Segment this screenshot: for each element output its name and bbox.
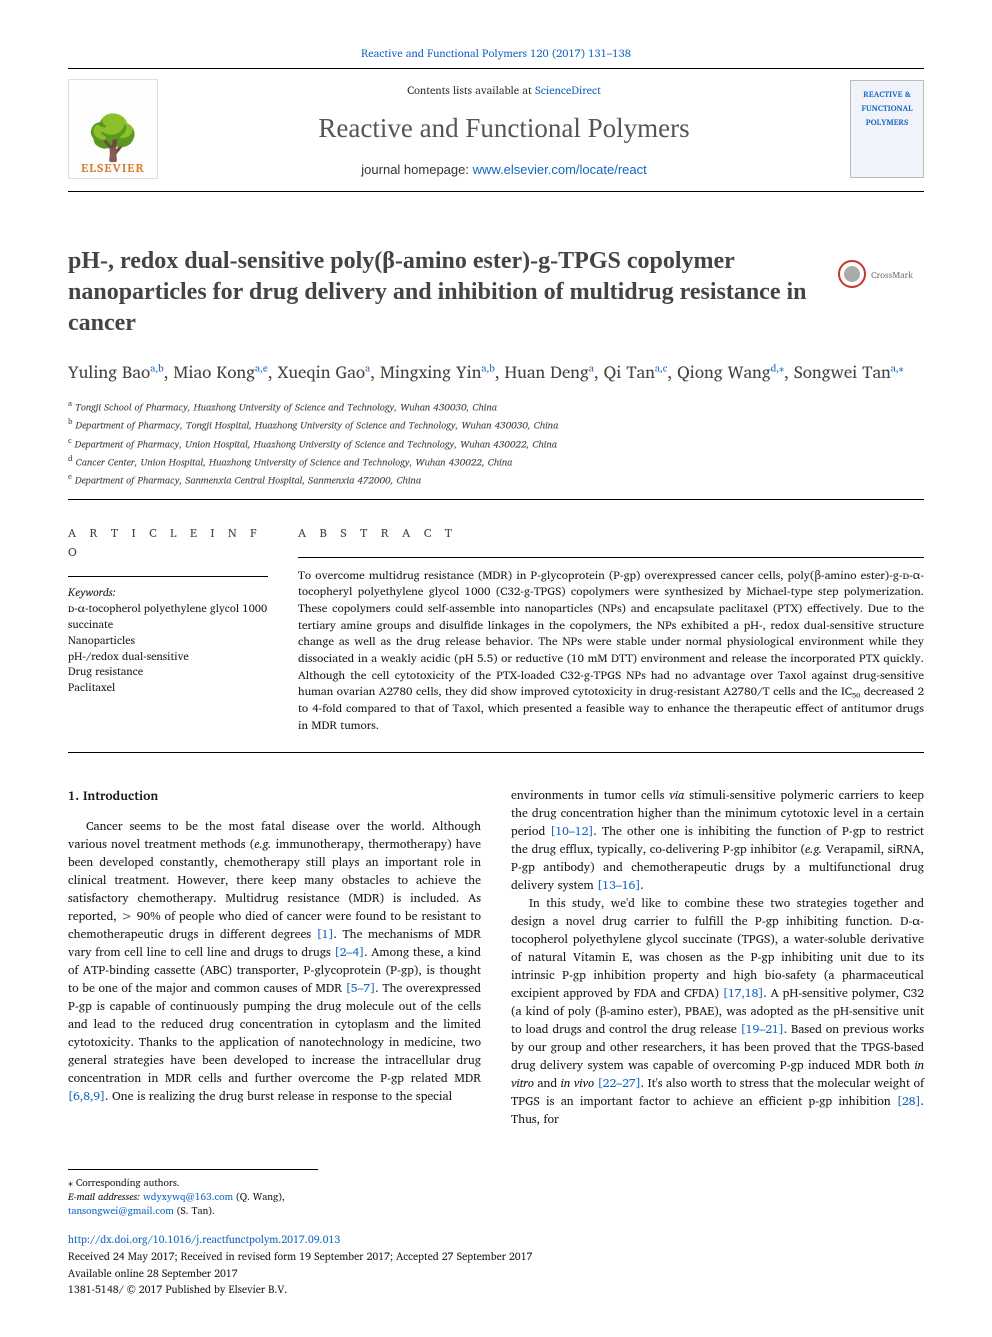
citation-link[interactable]: [2–4] [335,943,365,962]
running-head-link[interactable]: Reactive and Functional Polymers 120 (20… [361,44,631,62]
elsevier-wordmark: ELSEVIER [81,159,145,178]
article-info-heading: A R T I C L E I N F O [68,524,268,562]
footnotes: ⁎ Corresponding authors. E-mail addresse… [68,1169,318,1297]
tree-icon: 🌳 [86,115,141,159]
article-title: pH-, redox dual-sensitive poly(β-amino e… [68,246,814,340]
citation-link[interactable]: [6,8,9] [68,1087,105,1106]
journal-homepage-link[interactable]: www.elsevier.com/locate/react [473,162,647,177]
divider [68,752,924,753]
running-head: Reactive and Functional Polymers 120 (20… [68,44,924,62]
citation-link[interactable]: [1] [317,925,334,944]
citation-link[interactable]: [28] [897,1092,921,1111]
journal-header: 🌳 ELSEVIER Contents lists available at S… [68,68,924,192]
citation-link[interactable]: [5–7] [346,979,376,998]
abstract-text: To overcome multidrug resistance (MDR) i… [298,557,924,735]
citation-link[interactable]: [13–16] [597,876,640,895]
divider [68,499,924,500]
citation-link[interactable]: [19–21] [741,1020,784,1039]
keywords-list: ᴅ-α-tocopherol polyethylene glycol 1000 … [68,601,268,697]
history-available: Available online 28 September 2017 [68,1266,924,1281]
history-received: Received 24 May 2017; Received in revise… [68,1249,924,1264]
abstract-heading: A B S T R A C T [298,524,924,543]
body-paragraph: Cancer seems to be the most fatal diseas… [68,818,481,1106]
keywords-heading: Keywords: [68,583,268,601]
contents-available-line: Contents lists available at ScienceDirec… [168,81,840,99]
email-line: E-mail addresses: wdyxywq@163.com (Q. Wa… [68,1190,318,1218]
body-paragraph: In this study, we'd like to combine thes… [511,895,924,1129]
affiliations: a Tongji School of Pharmacy, Huazhong Un… [68,397,924,489]
sciencedirect-link[interactable]: ScienceDirect [535,81,601,99]
crossmark-icon [838,260,866,288]
elsevier-logo: 🌳 ELSEVIER [68,79,158,179]
article-body: 1. Introduction Cancer seems to be the m… [68,787,924,1129]
citation-link[interactable]: [22–27] [598,1074,641,1093]
section-heading: 1. Introduction [68,787,481,806]
email-link[interactable]: tansongwei@gmail.com [68,1203,174,1219]
journal-cover-thumb: REACTIVE & FUNCTIONAL POLYMERS [850,80,924,178]
copyright-line: 1381-5148/ © 2017 Published by Elsevier … [68,1282,924,1297]
citation-link[interactable]: [10–12] [550,822,593,841]
author-list: Yuling Baoa,b, Miao Konga,e, Xueqin Gaoa… [68,360,924,386]
citation-link[interactable]: [17,18] [723,984,764,1003]
body-paragraph: environments in tumor cells via stimuli-… [511,787,924,895]
journal-name: Reactive and Functional Polymers [168,113,840,144]
corresponding-author-note: ⁎ Corresponding authors. [68,1176,318,1190]
journal-homepage-line: journal homepage: www.elsevier.com/locat… [168,162,840,177]
doi-link[interactable]: http://dx.doi.org/10.1016/j.reactfunctpo… [68,1232,924,1247]
crossmark-badge[interactable]: CrossMark [838,260,924,288]
